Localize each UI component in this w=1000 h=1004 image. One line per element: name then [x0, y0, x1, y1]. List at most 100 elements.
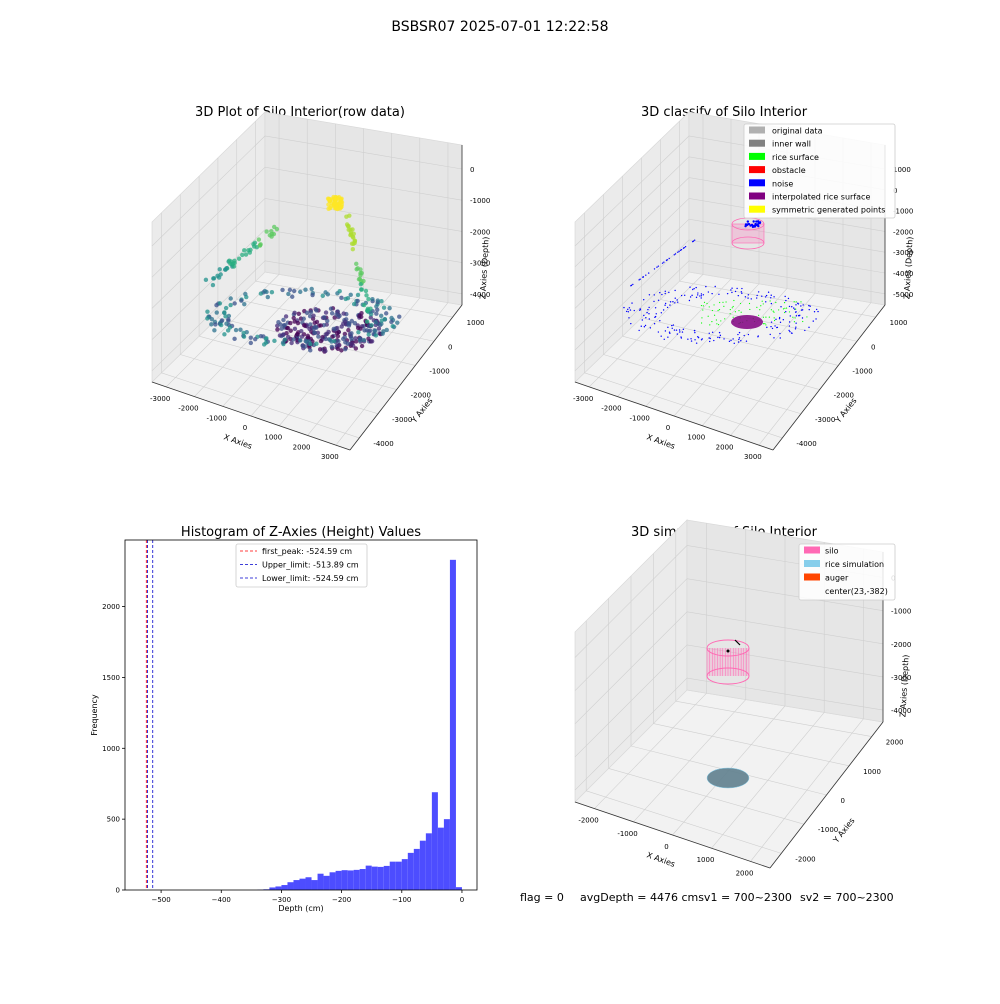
- noise-point: [665, 291, 666, 292]
- noise-point: [772, 328, 773, 329]
- raw-point: [269, 229, 273, 233]
- noise-point: [644, 326, 645, 327]
- noise-point: [691, 340, 692, 341]
- noise-point: [727, 293, 728, 294]
- raw-point: [257, 237, 261, 241]
- histogram-bar: [287, 882, 293, 890]
- raw-point: [349, 293, 353, 297]
- noise-point: [813, 320, 814, 321]
- histogram-x-tick-label: 0: [460, 896, 464, 904]
- rice-surface-point: [749, 303, 750, 304]
- raw-point: [272, 339, 276, 343]
- noise-point: [661, 294, 662, 295]
- raw-point: [295, 332, 299, 336]
- noise-point: [632, 284, 633, 285]
- raw-y-tick: -1000: [429, 367, 449, 375]
- raw-point: [353, 336, 357, 340]
- histogram-bar: [299, 879, 305, 890]
- noise-point: [770, 297, 771, 298]
- noise-point: [739, 332, 740, 333]
- raw-point: [366, 297, 370, 301]
- noise-point: [667, 336, 668, 337]
- rice-surface-point: [795, 308, 796, 309]
- rice-surface-point: [763, 303, 764, 304]
- raw-point: [298, 290, 302, 294]
- raw-y-tick: -4000: [373, 440, 393, 448]
- noise-point: [748, 294, 749, 295]
- raw-point: [314, 308, 318, 312]
- raw-point: [259, 291, 263, 295]
- noise-point: [788, 330, 789, 331]
- noise-point: [698, 337, 699, 338]
- noise-point: [663, 309, 664, 310]
- noise-point: [795, 312, 796, 313]
- noise-point: [703, 294, 704, 295]
- classify-x-tick: 0: [666, 424, 670, 432]
- noise-point: [795, 322, 796, 323]
- panel-simulation-3d: 3D simulation of Silo Interior -2000-100…: [575, 520, 911, 877]
- rice-surface-point: [716, 319, 717, 320]
- raw-point: [347, 213, 351, 217]
- noise-point: [694, 330, 695, 331]
- raw-point: [357, 314, 361, 318]
- raw-point: [356, 330, 360, 334]
- histogram-y-label: Frequency: [90, 694, 99, 736]
- raw-point: [370, 339, 374, 343]
- noise-point: [697, 292, 698, 293]
- raw-point: [226, 317, 230, 321]
- raw-point: [209, 322, 213, 326]
- raw-point: [292, 319, 296, 323]
- noise-point: [669, 304, 670, 305]
- raw-point: [362, 338, 366, 342]
- histogram-bar: [426, 833, 432, 890]
- noise-point: [645, 325, 646, 326]
- noise-point: [809, 309, 810, 310]
- rice-surface-point: [730, 309, 731, 310]
- raw-point: [376, 298, 380, 302]
- raw-point: [278, 322, 282, 326]
- legend-label: original data: [772, 127, 823, 136]
- noise-point: [694, 240, 695, 241]
- raw-point: [330, 345, 334, 349]
- rice-surface-point: [701, 322, 702, 323]
- noise-point: [687, 339, 688, 340]
- histogram-bar: [420, 841, 426, 890]
- raw-point: [380, 318, 384, 322]
- legend-label: rice simulation: [825, 560, 884, 569]
- noise-point: [761, 296, 762, 297]
- raw-point: [316, 334, 320, 338]
- rice-surface-point: [701, 305, 702, 306]
- simulation-x-tick: -1000: [617, 830, 637, 838]
- raw-point: [362, 328, 366, 332]
- rice-surface-point: [702, 309, 703, 310]
- rice-surface-point: [756, 307, 757, 308]
- rice-surface-point: [749, 309, 750, 310]
- legend-label: Upper_limit: -513.89 cm: [262, 561, 359, 570]
- noise-point: [738, 341, 739, 342]
- raw-point: [370, 297, 374, 301]
- noise-point: [798, 315, 799, 316]
- rice-surface-point: [763, 323, 764, 324]
- raw-point: [253, 337, 257, 341]
- rice-surface-point: [784, 312, 785, 313]
- noise-point: [670, 301, 671, 302]
- raw-point: [346, 341, 350, 345]
- histogram-x-tick-label: −100: [392, 896, 411, 904]
- noise-point: [734, 343, 735, 344]
- raw-top-point: [339, 204, 343, 208]
- noise-point: [730, 289, 731, 290]
- status-sv2: sv2 = 700~2300: [800, 891, 894, 904]
- histogram-bar: [414, 849, 420, 890]
- raw-point: [228, 325, 232, 329]
- raw-point: [361, 279, 365, 283]
- noise-point: [815, 318, 816, 319]
- rice-surface-point: [760, 305, 761, 306]
- rice-surface-point: [717, 310, 718, 311]
- raw-z-tick: 0: [470, 166, 474, 174]
- rice-surface-point: [704, 302, 705, 303]
- noise-point: [771, 321, 772, 322]
- raw-point: [293, 327, 297, 331]
- noise-point: [817, 311, 818, 312]
- raw-point: [222, 332, 226, 336]
